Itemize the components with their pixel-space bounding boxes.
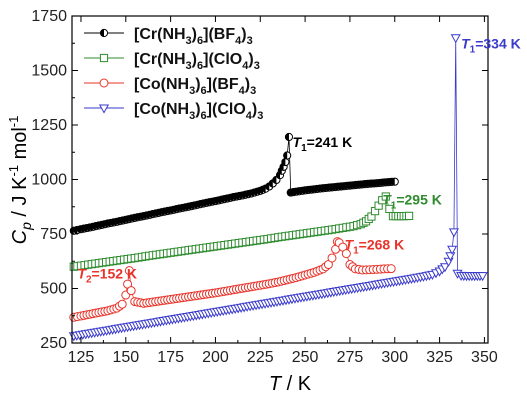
x-tick-label: 125: [68, 349, 95, 366]
x-tick-label: 275: [337, 349, 364, 366]
data-point-fill: [391, 178, 395, 186]
data-point-fill: [262, 185, 266, 193]
data-point-fill: [358, 180, 362, 189]
y-tick-label: 250: [40, 335, 67, 352]
data-point: [445, 252, 456, 262]
data-point-fill: [382, 178, 386, 186]
data-point-fill: [373, 179, 377, 187]
legend-marker-fill: [100, 29, 104, 37]
x-tick-label: 325: [426, 349, 453, 366]
data-point-fill: [272, 176, 277, 184]
data-point: [477, 272, 488, 282]
data-point-fill: [343, 182, 347, 190]
data-point-fill: [328, 183, 332, 191]
y-tick-label: 1750: [31, 8, 67, 25]
data-point-fill: [281, 158, 286, 166]
data-point: [450, 34, 461, 44]
x-tick-label: 225: [247, 349, 274, 366]
annotations: T1=241 K T1=295 K T1=268 K T2=152 K T1=334 K: [77, 36, 520, 286]
series-3: [69, 237, 396, 322]
legend-entry: [Cr(NH3)6](BF4)3: [134, 26, 253, 47]
annotation-label: T1=295 K: [382, 192, 442, 212]
data-point: [381, 192, 390, 201]
data-point: [386, 264, 396, 274]
series-layer: [68, 34, 488, 342]
x-tick-label: 300: [381, 349, 408, 366]
y-tick-label: 500: [40, 281, 67, 298]
annotation-label: T1=241 K: [293, 134, 353, 154]
legend-entry: [Cr(NH3)6](ClO4)3: [134, 51, 260, 72]
legend-marker: [99, 78, 109, 88]
annotation-label: T1=334 K: [461, 36, 521, 56]
data-point: [341, 249, 351, 259]
data-point-fill: [313, 185, 318, 193]
annotation-label: T1=268 K: [345, 236, 405, 256]
legend: [Cr(NH3)6](BF4)3 [Cr(NH3)6](ClO4)3 [Co(NH3…: [84, 26, 263, 122]
annotation-label: T2=152 K: [77, 266, 137, 286]
data-point-fill: [307, 186, 312, 194]
data-point-fill: [379, 179, 383, 187]
x-tick-label: 350: [471, 349, 498, 366]
data-point: [126, 286, 136, 296]
data-point: [405, 211, 414, 221]
data-point: [124, 266, 134, 276]
data-point-fill: [304, 186, 309, 194]
data-point-fill: [346, 182, 350, 190]
data-point: [439, 263, 451, 273]
data-point-fill: [285, 133, 289, 141]
data-point-fill: [361, 180, 365, 188]
data-point: [447, 245, 458, 255]
axes: 125 150 175 200 225 250 275 300 325 350 250 500 750 1…: [31, 8, 497, 366]
data-point-fill: [322, 184, 327, 192]
data-point-fill: [269, 179, 273, 188]
data-point-fill: [301, 186, 306, 194]
data-point-fill: [388, 178, 392, 186]
data-point-fill: [376, 179, 380, 187]
data-point-fill: [334, 183, 338, 191]
x-tick-label: 175: [157, 349, 184, 366]
x-axis-title: T / K: [269, 373, 312, 395]
x-tick-label: 200: [202, 349, 229, 366]
data-point-fill: [298, 187, 303, 195]
data-point-fill: [310, 185, 315, 193]
data-point-fill: [340, 182, 344, 190]
y-tick-label: 1250: [31, 117, 67, 134]
data-point: [448, 228, 459, 238]
series-4: [68, 34, 488, 342]
y-tick-label: 1500: [31, 63, 67, 80]
data-point-fill: [367, 180, 371, 188]
data-point-fill: [370, 179, 374, 188]
legend-entry: [Co(NH3)6](BF4)3: [134, 76, 256, 97]
series-2: [69, 192, 414, 271]
data-point-fill: [265, 182, 270, 191]
data-point-fill: [385, 178, 389, 186]
data-point-fill: [331, 183, 335, 191]
data-point-fill: [349, 181, 353, 189]
x-tick-label: 250: [292, 349, 319, 366]
data-point-fill: [283, 151, 288, 160]
data-point-fill: [73, 226, 78, 234]
data-point-fill: [364, 180, 368, 188]
data-point: [117, 299, 127, 309]
y-axis-title: Cp / J K-1 mol-1: [6, 116, 34, 245]
y-tick-label: 1000: [31, 172, 67, 189]
legend-marker: [98, 104, 110, 114]
data-point-fill: [295, 187, 300, 195]
y-tick-label: 750: [40, 226, 67, 243]
series-1: [69, 132, 399, 235]
legend-marker: [99, 53, 109, 63]
data-point-fill: [319, 184, 324, 192]
data-point-fill: [337, 182, 341, 191]
data-point-fill: [292, 188, 297, 196]
x-tick-label: 150: [112, 349, 139, 366]
data-point-fill: [355, 181, 359, 189]
data-point-fill: [316, 184, 321, 193]
data-point: [327, 253, 337, 263]
legend-entry: [Co(NH3)6](ClO4)3: [134, 101, 263, 122]
data-point-fill: [352, 181, 356, 189]
data-point-fill: [325, 184, 330, 192]
